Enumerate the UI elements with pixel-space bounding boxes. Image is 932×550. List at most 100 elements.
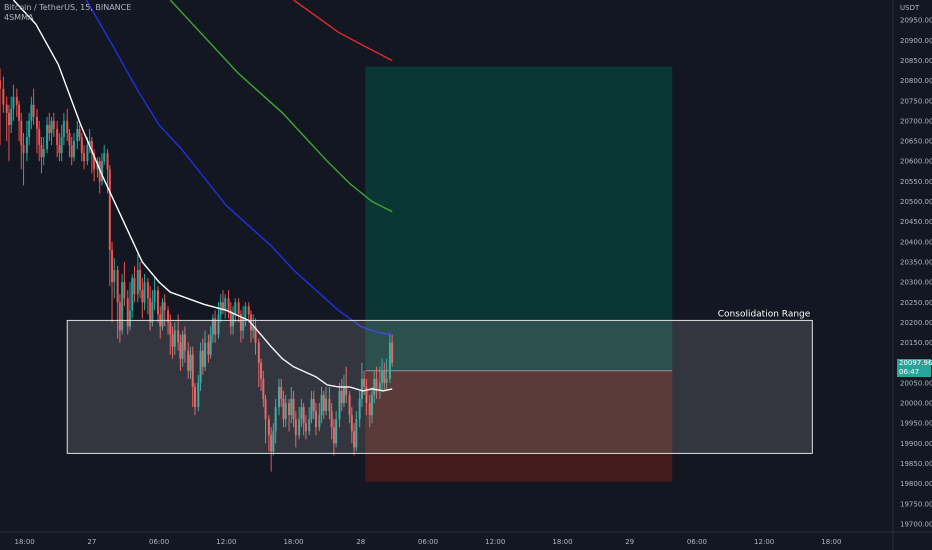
candle-body [18,104,21,121]
candle-body [163,302,166,311]
candle-body [131,278,134,311]
candle-body [149,298,152,323]
candle-body [340,390,343,404]
candle-body [98,161,101,182]
y-tick-label: 20900.00 [900,37,932,45]
x-tick-label: 28 [356,538,365,546]
candle-body [133,278,136,295]
y-tick-label: 20700.00 [900,117,932,125]
candle-body [239,314,242,331]
candle-body [42,149,45,158]
candle-body [141,290,144,303]
candle-body [373,378,376,395]
candle-body [183,334,186,351]
candle-body [108,169,111,250]
y-tick-label: 20000.00 [900,400,932,408]
y-tick-label: 20600.00 [900,158,932,166]
candle-body [370,394,373,416]
candle-body [355,419,358,448]
stop-zone [365,370,673,482]
candle-body [388,342,391,379]
y-tick-label: 20250.00 [900,299,932,307]
candle-body [330,411,333,428]
candle-body [156,290,159,315]
candle-body [391,342,394,363]
candle-body [179,342,182,359]
candle-body [28,120,31,138]
candle-body [111,249,114,283]
candle-body [383,370,386,383]
candle-body [167,310,170,323]
candle-body [274,407,277,432]
candle-body [20,120,23,146]
candle-body [308,419,311,432]
last-price-tag: 20097.96 06:47 [897,358,932,377]
candle-body [116,270,119,303]
x-tick-label: 06:00 [687,538,707,546]
x-tick-label: 12:00 [216,538,236,546]
candle-body [294,419,297,436]
y-tick-label: 19850.00 [900,460,932,468]
candle-body [5,104,8,113]
candle-body [118,302,121,331]
candle-body [197,382,200,408]
currency-label: USDT [900,4,920,12]
candle-body [136,270,139,295]
candle-body [378,382,381,391]
x-tick-label: 12:00 [754,538,774,546]
candle-body [270,435,273,452]
x-tick-label: 18:00 [821,538,841,546]
consolidation-range-label: Consolidation Range [718,309,811,319]
indicator-label: 4SMMA [4,13,34,22]
candle-body [56,128,59,146]
candle-body [280,386,283,399]
candle-body [214,318,217,335]
candle-body [284,403,287,420]
x-tick-label: 27 [87,538,96,546]
candle-body [86,145,89,162]
candle-body [207,342,210,355]
candle-body [80,137,83,154]
candle-body [173,330,176,347]
smma-blue-line [85,0,393,336]
y-tick-label: 20400.00 [900,238,932,246]
candle-body [60,137,63,154]
candle-body [345,386,348,395]
y-tick-label: 20300.00 [900,279,932,287]
candle-body [229,310,232,327]
candle-body [12,96,15,109]
candle-body [0,80,1,89]
candle-body [325,399,328,412]
candle-body [153,290,156,303]
price-axis-panel [893,0,932,550]
candle-body [335,419,338,444]
y-tick-label: 19750.00 [900,500,932,508]
candle-body [68,133,71,146]
candle-body [139,270,142,291]
candle-body [189,354,192,371]
candle-body [368,403,371,416]
candle-body [103,153,106,162]
candle-body [146,282,149,299]
candle-body [2,88,5,105]
candle-body [78,128,81,138]
y-tick-label: 20800.00 [900,77,932,85]
candle-body [304,423,307,432]
candle-body [288,403,291,416]
candle-body [70,145,73,158]
x-tick-label: 06:00 [418,538,438,546]
candle-body [360,378,363,399]
candle-body [52,120,55,129]
candle-body [38,128,41,146]
candle-body [332,427,335,444]
smma-red-line [293,0,393,62]
candle-body [375,378,378,391]
candle-body [252,326,255,331]
candle-body [15,96,18,105]
x-tick-label: 18:00 [15,538,35,546]
y-tick-label: 20850.00 [900,57,932,65]
candle-body [298,419,301,436]
candle-body [151,302,154,323]
candle-body [211,318,214,335]
